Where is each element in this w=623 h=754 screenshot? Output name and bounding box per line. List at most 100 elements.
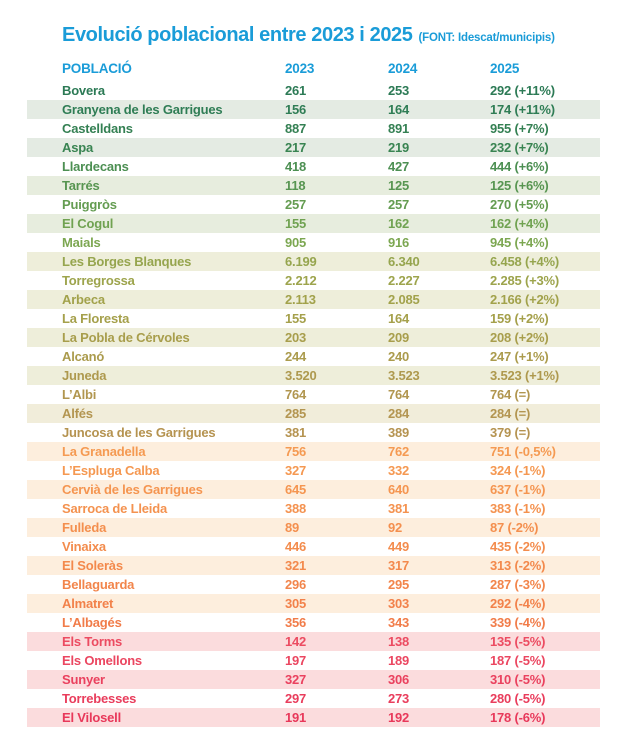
table-row: Els Torms 142 138 135 (-5%)	[27, 632, 600, 651]
table-row: La Granadella 756 762 751 (-0,5%)	[27, 442, 600, 461]
municipality-name: La Pobla de Cérvoles	[62, 330, 190, 345]
municipality-name: Alcanó	[62, 349, 105, 364]
value-2024: 381	[388, 501, 410, 516]
value-2025-with-change: 284 (=)	[490, 406, 531, 421]
value-2024: 3.523	[388, 368, 420, 383]
value-2025-with-change: 955 (+7%)	[490, 121, 549, 136]
column-header-2024: 2024	[388, 61, 418, 76]
table-row: Juncosa de les Garrigues 381 389 379 (=)	[27, 423, 600, 442]
municipality-name: Les Borges Blanques	[62, 254, 192, 269]
value-2025-with-change: 383 (-1%)	[490, 501, 546, 516]
value-2024: 125	[388, 178, 410, 193]
value-2023: 257	[285, 197, 307, 212]
value-2025-with-change: 247 (+1%)	[490, 349, 549, 364]
value-2025-with-change: 444 (+6%)	[490, 159, 549, 174]
value-2025-with-change: 339 (-4%)	[490, 615, 546, 630]
value-2024: 332	[388, 463, 410, 478]
table-row: Torrebesses 297 273 280 (-5%)	[27, 689, 600, 708]
value-2023: 764	[285, 387, 307, 402]
municipality-name: Granyena de les Garrigues	[62, 102, 223, 117]
table-row: Les Borges Blanques 6.199 6.340 6.458 (+4%)	[27, 252, 600, 271]
value-2024: 2.085	[388, 292, 420, 307]
value-2025-with-change: 159 (+2%)	[490, 311, 549, 326]
value-2025-with-change: 945 (+4%)	[490, 235, 549, 250]
value-2025-with-change: 6.458 (+4%)	[490, 254, 559, 269]
value-2023: 6.199	[285, 254, 317, 269]
table-row: Sarroca de Lleida 388 381 383 (-1%)	[27, 499, 600, 518]
table-row: Juneda 3.520 3.523 3.523 (+1%)	[27, 366, 600, 385]
value-2024: 764	[388, 387, 410, 402]
municipality-name: La Floresta	[62, 311, 130, 326]
value-2023: 89	[285, 520, 300, 535]
municipality-name: El Vilosell	[62, 710, 121, 725]
value-2025-with-change: 379 (=)	[490, 425, 531, 440]
table-row: Torregrossa 2.212 2.227 2.285 (+3%)	[27, 271, 600, 290]
table-row: La Floresta 155 164 159 (+2%)	[27, 309, 600, 328]
municipality-name: Arbeca	[62, 292, 105, 307]
value-2025-with-change: 178 (-6%)	[490, 710, 546, 725]
municipality-name: Maials	[62, 235, 101, 250]
value-2023: 446	[285, 539, 307, 554]
table-row: Cervià de les Garrigues 645 640 637 (-1%)	[27, 480, 600, 499]
municipality-name: Bellaguarda	[62, 577, 135, 592]
municipality-name: Cervià de les Garrigues	[62, 482, 203, 497]
table-body: Bovera 261 253 292 (+11%) Granyena de les Ga…	[27, 81, 600, 727]
value-2023: 381	[285, 425, 307, 440]
value-2023: 217	[285, 140, 307, 155]
value-2024: 343	[388, 615, 410, 630]
value-2023: 261	[285, 83, 307, 98]
table-row: Els Omellons 197 189 187 (-5%)	[27, 651, 600, 670]
municipality-name: Sarroca de Lleida	[62, 501, 167, 516]
municipality-name: La Granadella	[62, 444, 146, 459]
value-2024: 209	[388, 330, 410, 345]
value-2023: 756	[285, 444, 307, 459]
value-2023: 2.212	[285, 273, 317, 288]
value-2024: 427	[388, 159, 410, 174]
value-2023: 155	[285, 311, 307, 326]
value-2025-with-change: 208 (+2%)	[490, 330, 549, 345]
value-2024: 284	[388, 406, 410, 421]
municipality-name: Juneda	[62, 368, 107, 383]
value-2023: 156	[285, 102, 307, 117]
value-2025-with-change: 135 (-5%)	[490, 634, 546, 649]
value-2025-with-change: 751 (-0,5%)	[490, 444, 556, 459]
value-2023: 155	[285, 216, 307, 231]
value-2025-with-change: 125 (+6%)	[490, 178, 549, 193]
municipality-name: Bovera	[62, 83, 105, 98]
value-2023: 321	[285, 558, 307, 573]
value-2025-with-change: 310 (-5%)	[490, 672, 546, 687]
municipality-name: Puiggròs	[62, 197, 117, 212]
table-row: Castelldans 887 891 955 (+7%)	[27, 119, 600, 138]
value-2025-with-change: 270 (+5%)	[490, 197, 549, 212]
value-2025-with-change: 174 (+11%)	[490, 102, 555, 117]
value-2025-with-change: 313 (-2%)	[490, 558, 546, 573]
municipality-name: Tarrés	[62, 178, 100, 193]
value-2024: 306	[388, 672, 410, 687]
municipality-name: Alfés	[62, 406, 93, 421]
value-2024: 240	[388, 349, 410, 364]
column-header-poblacio: POBLACIÓ	[62, 61, 132, 76]
value-2024: 2.227	[388, 273, 420, 288]
value-2025-with-change: 2.285 (+3%)	[490, 273, 559, 288]
source-note: (FONT: Idescat/municipis)	[418, 32, 555, 44]
value-2025-with-change: 3.523 (+1%)	[490, 368, 559, 383]
table-row: Almatret 305 303 292 (-4%)	[27, 594, 600, 613]
value-2025-with-change: 280 (-5%)	[490, 691, 546, 706]
municipality-name: Torrebesses	[62, 691, 137, 706]
value-2024: 389	[388, 425, 410, 440]
value-2023: 191	[285, 710, 307, 725]
value-2025-with-change: 287 (-3%)	[490, 577, 546, 592]
value-2023: 3.520	[285, 368, 317, 383]
municipality-name: Sunyer	[62, 672, 105, 687]
value-2023: 203	[285, 330, 307, 345]
value-2023: 297	[285, 691, 307, 706]
value-2023: 645	[285, 482, 307, 497]
municipality-name: Castelldans	[62, 121, 133, 136]
table-row: Bovera 261 253 292 (+11%)	[27, 81, 600, 100]
value-2024: 92	[388, 520, 403, 535]
table-row: Aspa 217 219 232 (+7%)	[27, 138, 600, 157]
value-2023: 197	[285, 653, 307, 668]
value-2023: 244	[285, 349, 307, 364]
column-header-2023: 2023	[285, 61, 315, 76]
value-2025-with-change: 637 (-1%)	[490, 482, 546, 497]
